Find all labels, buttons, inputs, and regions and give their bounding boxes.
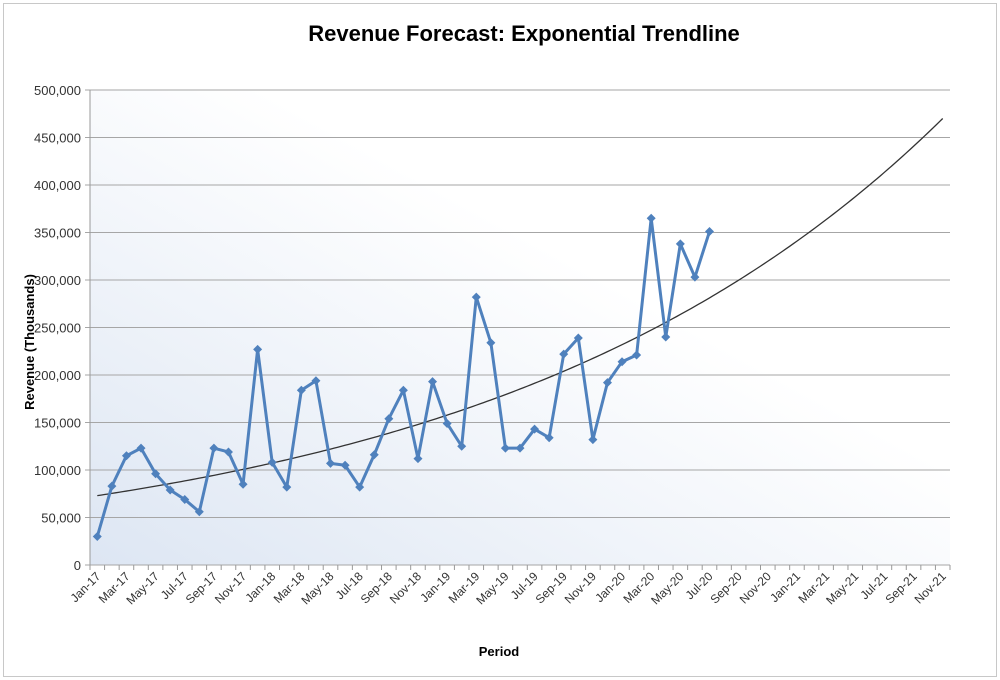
y-axis-label: Revenue (Thousands): [22, 274, 37, 410]
data-point: [544, 433, 554, 443]
data-point: [530, 424, 540, 434]
data-point: [515, 443, 525, 453]
data-point: [136, 443, 146, 453]
x-tick-label: Nov-17: [212, 569, 249, 606]
x-tick-label: Sep-17: [183, 569, 220, 606]
data-point: [398, 385, 408, 395]
data-point: [282, 482, 292, 492]
x-tick-label: May-20: [648, 569, 686, 607]
x-tick-label: Sep-18: [358, 569, 395, 606]
data-point: [223, 447, 233, 457]
data-point: [617, 357, 627, 367]
data-point: [326, 458, 336, 468]
data-point: [573, 333, 583, 343]
data-point: [384, 414, 394, 424]
x-tick-label: Nov-21: [912, 569, 949, 606]
data-point: [238, 479, 248, 489]
data-point: [690, 272, 700, 282]
data-point: [340, 460, 350, 470]
data-point: [602, 378, 612, 388]
data-point: [92, 532, 102, 541]
data-point: [355, 482, 365, 492]
y-tick-label: 200,000: [34, 368, 81, 383]
data-point: [661, 332, 671, 342]
y-tick-label: 400,000: [34, 178, 81, 193]
data-point: [442, 418, 452, 428]
x-tick-label: Sep-20: [707, 569, 744, 606]
x-tick-label: May-18: [298, 569, 336, 607]
data-point: [632, 350, 642, 360]
data-point: [151, 469, 161, 479]
data-point: [369, 450, 379, 460]
data-point: [165, 485, 175, 495]
x-tick-label: Nov-18: [387, 569, 424, 606]
chart-title: Revenue Forecast: Exponential Trendline: [308, 21, 740, 46]
data-point: [413, 454, 423, 464]
data-point: [253, 344, 263, 354]
data-point: [296, 385, 306, 395]
data-point: [194, 507, 204, 517]
data-point: [471, 292, 481, 302]
x-tick-label: Nov-19: [562, 569, 599, 606]
y-tick-label: 0: [74, 558, 81, 573]
x-axis-label: Period: [479, 644, 520, 659]
x-tick-label: Sep-21: [882, 569, 919, 606]
x-tick-label: Sep-19: [533, 569, 570, 606]
x-tick-label: May-21: [823, 569, 861, 607]
data-point: [121, 451, 131, 461]
data-point: [675, 239, 685, 249]
data-point: [646, 213, 656, 223]
data-point: [457, 441, 467, 451]
y-tick-label: 300,000: [34, 273, 81, 288]
x-tick-label: Nov-20: [737, 569, 774, 606]
y-tick-label: 500,000: [34, 83, 81, 98]
data-point: [704, 227, 714, 237]
y-tick-label: 250,000: [34, 321, 81, 336]
y-tick-label: 150,000: [34, 416, 81, 431]
y-tick-label: 50,000: [41, 511, 81, 526]
data-point: [209, 443, 219, 453]
data-point: [559, 349, 569, 359]
y-tick-label: 450,000: [34, 131, 81, 146]
data-point: [107, 481, 117, 491]
y-tick-label: 350,000: [34, 226, 81, 241]
data-point: [486, 338, 496, 348]
data-point: [500, 443, 510, 453]
data-point: [267, 457, 277, 467]
y-tick-label: 100,000: [34, 463, 81, 478]
x-tick-label: May-19: [473, 569, 511, 607]
data-point: [428, 377, 438, 387]
data-point: [180, 494, 190, 504]
data-point: [588, 435, 598, 445]
data-point: [311, 376, 321, 386]
x-tick-label: May-17: [124, 569, 162, 607]
